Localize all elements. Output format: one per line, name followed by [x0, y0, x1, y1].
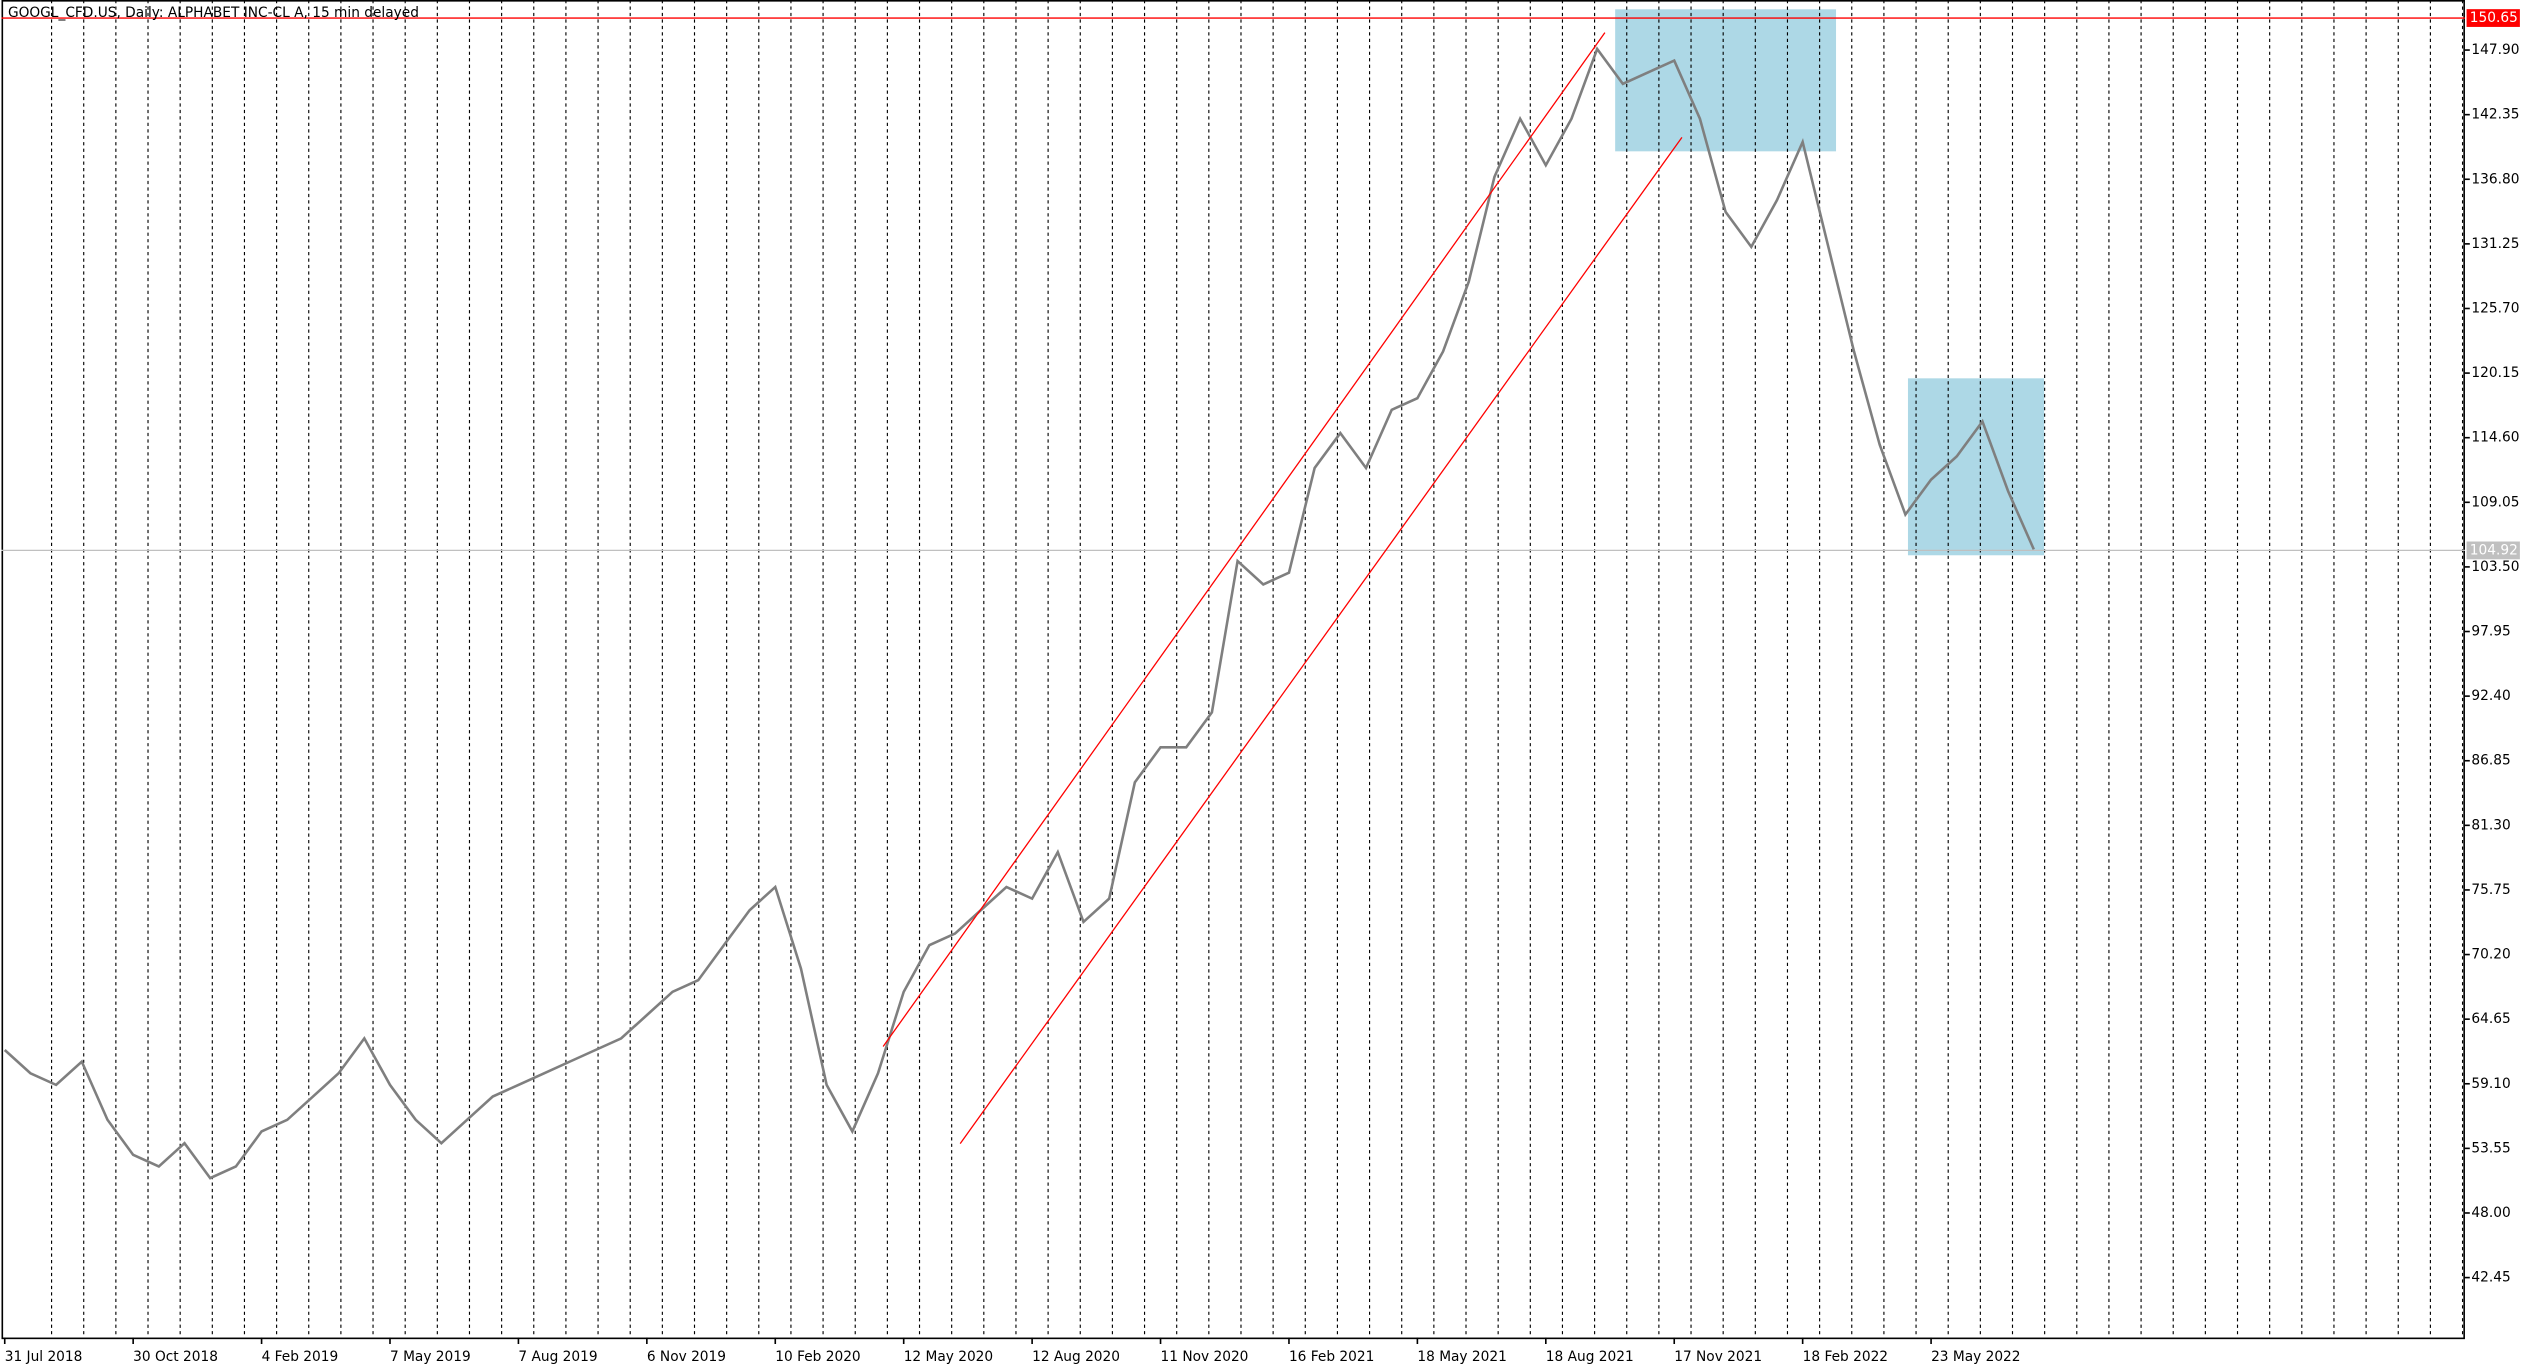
- price-label-box: [2466, 9, 2520, 27]
- y-tick-label: 103.50: [2471, 559, 2519, 575]
- y-tick-label: 114.60: [2471, 430, 2519, 446]
- price-label: 150.65: [2470, 10, 2518, 26]
- x-tick-label: 7 Aug 2019: [518, 1349, 597, 1365]
- x-tick-label: 12 May 2020: [904, 1349, 993, 1365]
- x-tick-label: 23 May 2022: [1931, 1349, 2020, 1365]
- y-tick-label: 64.65: [2471, 1011, 2510, 1027]
- x-tick-label: 10 Feb 2020: [775, 1349, 860, 1365]
- y-tick-label: 142.35: [2471, 107, 2519, 123]
- y-tick-label: 109.05: [2471, 494, 2519, 510]
- y-tick-label: 59.10: [2471, 1076, 2510, 1092]
- x-tick-label: 31 Jul 2018: [5, 1349, 83, 1365]
- trend-line: [882, 32, 1606, 1047]
- y-tick-label: 131.25: [2471, 236, 2519, 252]
- x-tick-label: 7 May 2019: [390, 1349, 471, 1365]
- x-tick-label: 16 Feb 2021: [1289, 1349, 1374, 1365]
- y-tick-label: 97.95: [2471, 624, 2510, 640]
- y-tick-label: 53.55: [2471, 1140, 2510, 1156]
- y-tick-label: 92.40: [2471, 688, 2510, 704]
- y-tick-label: 81.30: [2471, 817, 2510, 833]
- x-tick-label: 18 May 2021: [1417, 1349, 1506, 1365]
- y-tick-label: 75.75: [2471, 882, 2510, 898]
- plot-frame: [1, 0, 2465, 1340]
- x-tick-label: 4 Feb 2019: [262, 1349, 339, 1365]
- x-tick-label: 30 Oct 2018: [133, 1349, 218, 1365]
- highlight-box: [1907, 378, 2045, 556]
- highlight-box: [1615, 9, 1837, 152]
- y-tick-label: 70.20: [2471, 947, 2510, 963]
- y-tick-label: 42.45: [2471, 1270, 2510, 1286]
- x-tick-label: 11 Nov 2020: [1161, 1349, 1249, 1365]
- price-label: 104.92: [2470, 542, 2518, 558]
- y-tick-label: 125.70: [2471, 300, 2519, 316]
- price-line-series: [3, 46, 2035, 1180]
- price-label-box: [2466, 541, 2520, 560]
- trend-line: [959, 136, 1683, 1144]
- chart-title: GOOGL_CFD.US, Daily: ALPHABET INC-CL A, …: [8, 5, 419, 21]
- y-tick-label: 120.15: [2471, 365, 2519, 381]
- x-tick-label: 18 Aug 2021: [1546, 1349, 1634, 1365]
- x-tick-label: 18 Feb 2022: [1803, 1349, 1888, 1365]
- y-tick-label: 147.90: [2471, 42, 2519, 58]
- y-tick-label: 48.00: [2471, 1205, 2510, 1221]
- x-tick-label: 6 Nov 2019: [647, 1349, 726, 1365]
- y-tick-label: 86.85: [2471, 753, 2510, 769]
- x-tick-label: 17 Nov 2021: [1674, 1349, 1762, 1365]
- x-tick-label: 12 Aug 2020: [1032, 1349, 1120, 1365]
- y-tick-label: 136.80: [2471, 171, 2519, 187]
